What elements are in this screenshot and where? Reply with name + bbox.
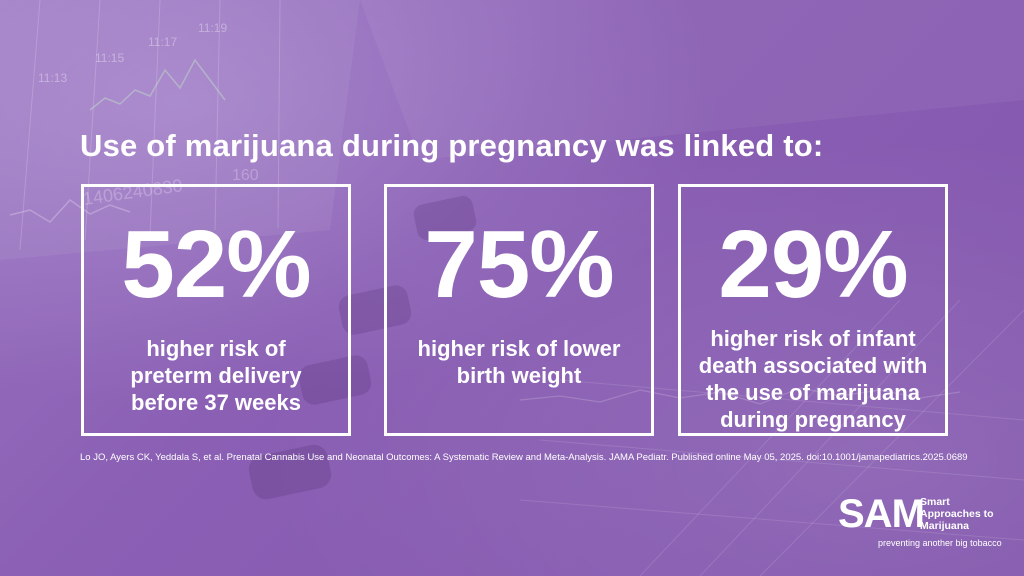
stat-card-infant-death: 29% higher risk of infant death associat… <box>678 184 948 436</box>
monitor-time-1: 11:13 <box>38 71 67 85</box>
monitor-reading: 160 <box>232 167 259 184</box>
stat-value: 75% <box>424 211 614 318</box>
logo-name: Smart Approaches to Marijuana <box>920 496 994 532</box>
logo-tagline: preventing another big tobacco <box>878 538 1002 548</box>
logo-name-line: Approaches to <box>920 508 994 520</box>
stat-value: 52% <box>121 211 311 318</box>
stat-description-line: during pregnancy <box>720 407 906 432</box>
stat-description-line: higher risk of infant <box>710 326 916 351</box>
citation: Lo JO, Ayers CK, Yeddala S, et al. Prena… <box>80 452 968 463</box>
stat-value: 29% <box>718 211 908 318</box>
headline: Use of marijuana during pregnancy was li… <box>80 128 824 163</box>
logo-mark: SAM <box>838 492 925 536</box>
stat-description-line: before 37 weeks <box>131 390 301 415</box>
stat-card-preterm: 52% higher risk of preterm delivery befo… <box>81 184 351 436</box>
logo-name-line: Smart <box>920 496 950 508</box>
stat-description: higher risk of preterm delivery before 3… <box>94 335 338 416</box>
logo-name-line: Marijuana <box>920 520 970 532</box>
monitor-time-4: 11:19 <box>198 21 227 35</box>
stat-description: higher risk of infant death associated w… <box>691 325 935 433</box>
stat-description: higher risk of lower birth weight <box>397 335 641 389</box>
stat-description-line: preterm delivery <box>130 363 302 388</box>
monitor-time-3: 11:17 <box>148 35 177 49</box>
stat-description-line: higher risk of <box>146 336 286 361</box>
stat-card-birth-weight: 75% higher risk of lower birth weight <box>384 184 654 436</box>
monitor-time-2: 11:15 <box>95 51 124 65</box>
stat-description-line: higher risk of lower <box>417 336 621 361</box>
stat-description-line: death associated with <box>698 353 928 378</box>
stat-description-line: the use of marijuana <box>706 380 920 405</box>
stat-description-line: birth weight <box>456 363 582 388</box>
